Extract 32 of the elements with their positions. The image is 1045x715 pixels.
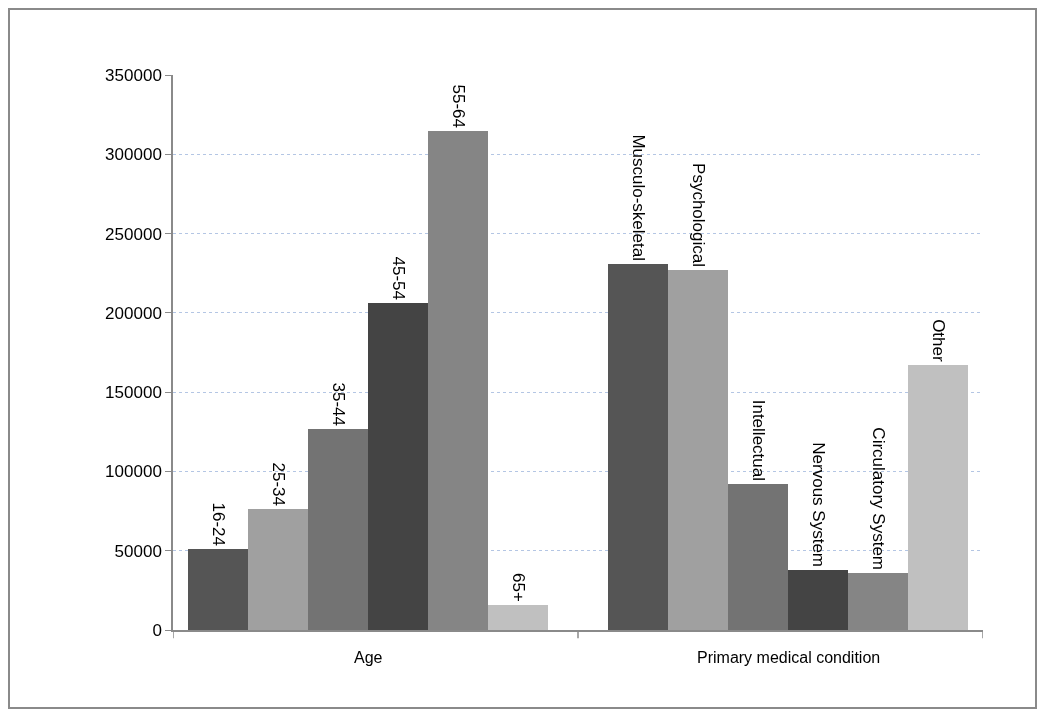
y-tick-label: 350000 <box>105 65 162 85</box>
text: Age <box>354 649 383 666</box>
bar <box>788 570 848 630</box>
x-tick-label: 45-54 <box>388 256 408 300</box>
x-tick-label: 25-34 <box>268 462 288 506</box>
bar <box>728 484 788 630</box>
bar <box>608 264 668 630</box>
x-tick-label: 55-64 <box>448 84 468 128</box>
x-tick-label: Musculo-skeletal <box>628 134 648 261</box>
x-tick-label: Intellectual <box>748 399 768 481</box>
bar <box>668 270 728 630</box>
x-tick-label: Other <box>928 319 948 362</box>
y-tick-label: 300000 <box>105 145 162 165</box>
x-tick-label: Circulatory System <box>868 427 888 570</box>
y-tick-label: 250000 <box>105 224 162 244</box>
y-tick-label: 0 <box>152 620 162 640</box>
x-tick-label: Psychological <box>688 163 708 267</box>
x-tick-label: 16-24 <box>208 502 228 546</box>
x-tick-label: 65+ <box>508 573 528 602</box>
bar <box>248 509 308 630</box>
bar <box>308 429 368 630</box>
bar <box>488 605 548 630</box>
x-tick-label: 35-44 <box>328 382 348 426</box>
y-tick-label: 150000 <box>105 383 162 403</box>
x-tick-label: Nervous System <box>808 442 828 567</box>
text: Primary medical condition <box>697 649 881 666</box>
bar <box>368 303 428 630</box>
y-tick-label: 50000 <box>114 541 162 561</box>
y-tick-label: 100000 <box>105 462 162 482</box>
y-tick-label: 200000 <box>105 303 162 323</box>
bar <box>908 365 968 630</box>
bar <box>188 549 248 630</box>
